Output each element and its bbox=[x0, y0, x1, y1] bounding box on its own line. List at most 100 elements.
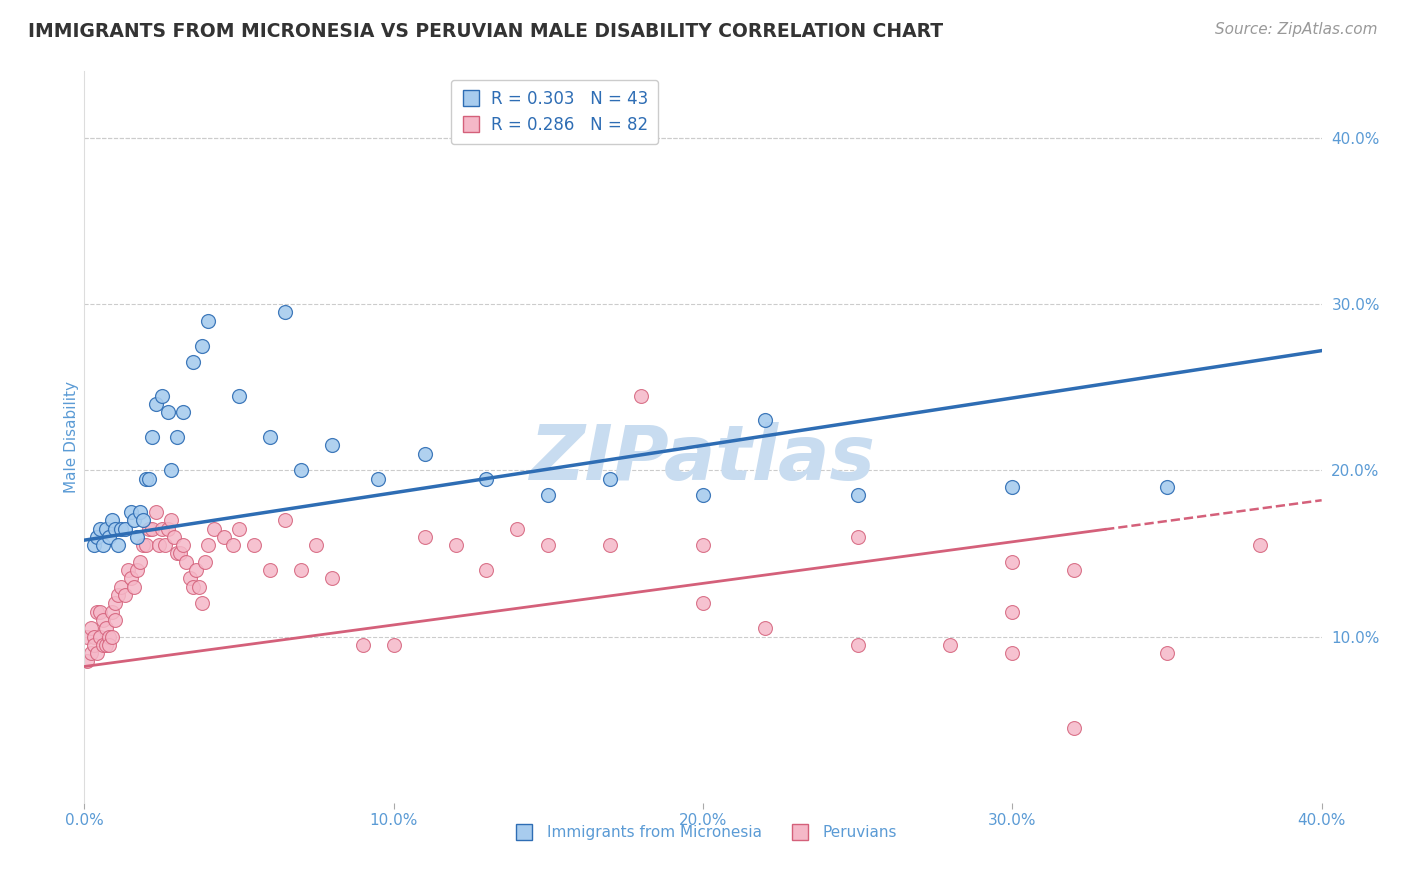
Point bbox=[537, 538, 560, 552]
Point bbox=[129, 505, 152, 519]
Point bbox=[138, 521, 160, 535]
Point bbox=[413, 447, 436, 461]
Point bbox=[83, 538, 105, 552]
Point bbox=[141, 430, 163, 444]
Point bbox=[1001, 555, 1024, 569]
Point bbox=[135, 472, 157, 486]
Point bbox=[1001, 646, 1024, 660]
Point bbox=[89, 605, 111, 619]
Point bbox=[114, 521, 136, 535]
Point bbox=[110, 521, 132, 535]
Point bbox=[939, 638, 962, 652]
Point bbox=[692, 596, 714, 610]
Point bbox=[138, 472, 160, 486]
Point bbox=[107, 588, 129, 602]
Point bbox=[475, 472, 498, 486]
Point bbox=[76, 655, 98, 669]
Point bbox=[141, 521, 163, 535]
Point bbox=[145, 505, 167, 519]
Point bbox=[181, 580, 204, 594]
Point bbox=[222, 538, 245, 552]
Point bbox=[153, 538, 176, 552]
Point bbox=[1063, 563, 1085, 577]
Point bbox=[187, 580, 209, 594]
Point bbox=[120, 505, 142, 519]
Point bbox=[91, 538, 114, 552]
Point bbox=[91, 613, 114, 627]
Y-axis label: Male Disability: Male Disability bbox=[63, 381, 79, 493]
Point bbox=[98, 630, 121, 644]
Point bbox=[117, 563, 139, 577]
Point bbox=[148, 538, 170, 552]
Point bbox=[107, 538, 129, 552]
Point bbox=[228, 521, 250, 535]
Point bbox=[599, 472, 621, 486]
Point bbox=[86, 530, 108, 544]
Point bbox=[1156, 646, 1178, 660]
Point bbox=[184, 563, 207, 577]
Point bbox=[382, 638, 405, 652]
Point bbox=[101, 513, 124, 527]
Point bbox=[120, 571, 142, 585]
Point bbox=[122, 513, 145, 527]
Point bbox=[444, 538, 467, 552]
Point bbox=[259, 430, 281, 444]
Point bbox=[101, 630, 124, 644]
Point bbox=[150, 388, 173, 402]
Point bbox=[132, 513, 155, 527]
Point bbox=[98, 638, 121, 652]
Point bbox=[94, 638, 117, 652]
Point bbox=[101, 605, 124, 619]
Point bbox=[181, 355, 204, 369]
Legend: Immigrants from Micronesia, Peruvians: Immigrants from Micronesia, Peruvians bbox=[502, 819, 904, 847]
Point bbox=[150, 521, 173, 535]
Point bbox=[98, 530, 121, 544]
Point bbox=[1063, 721, 1085, 735]
Point bbox=[156, 405, 179, 419]
Point bbox=[166, 546, 188, 560]
Point bbox=[846, 638, 869, 652]
Point bbox=[197, 314, 219, 328]
Point bbox=[114, 588, 136, 602]
Point bbox=[191, 596, 214, 610]
Point bbox=[1156, 480, 1178, 494]
Point bbox=[132, 538, 155, 552]
Point bbox=[86, 646, 108, 660]
Point bbox=[86, 605, 108, 619]
Point bbox=[110, 580, 132, 594]
Point bbox=[94, 521, 117, 535]
Point bbox=[352, 638, 374, 652]
Point bbox=[79, 621, 101, 635]
Point bbox=[1001, 480, 1024, 494]
Point bbox=[179, 571, 201, 585]
Point bbox=[89, 521, 111, 535]
Point bbox=[197, 538, 219, 552]
Point bbox=[91, 638, 114, 652]
Point bbox=[156, 521, 179, 535]
Point bbox=[846, 530, 869, 544]
Point bbox=[274, 305, 297, 319]
Point bbox=[1001, 605, 1024, 619]
Point bbox=[692, 538, 714, 552]
Point bbox=[846, 488, 869, 502]
Point bbox=[321, 438, 343, 452]
Point bbox=[172, 405, 194, 419]
Point bbox=[599, 538, 621, 552]
Text: Source: ZipAtlas.com: Source: ZipAtlas.com bbox=[1215, 22, 1378, 37]
Point bbox=[475, 563, 498, 577]
Point bbox=[76, 630, 98, 644]
Point bbox=[290, 463, 312, 477]
Point bbox=[630, 388, 652, 402]
Point bbox=[1249, 538, 1271, 552]
Point bbox=[169, 546, 191, 560]
Point bbox=[754, 621, 776, 635]
Point bbox=[145, 397, 167, 411]
Point bbox=[506, 521, 529, 535]
Point bbox=[321, 571, 343, 585]
Point bbox=[367, 472, 389, 486]
Point bbox=[122, 580, 145, 594]
Point bbox=[129, 555, 152, 569]
Point bbox=[754, 413, 776, 427]
Point bbox=[83, 638, 105, 652]
Point bbox=[191, 338, 214, 352]
